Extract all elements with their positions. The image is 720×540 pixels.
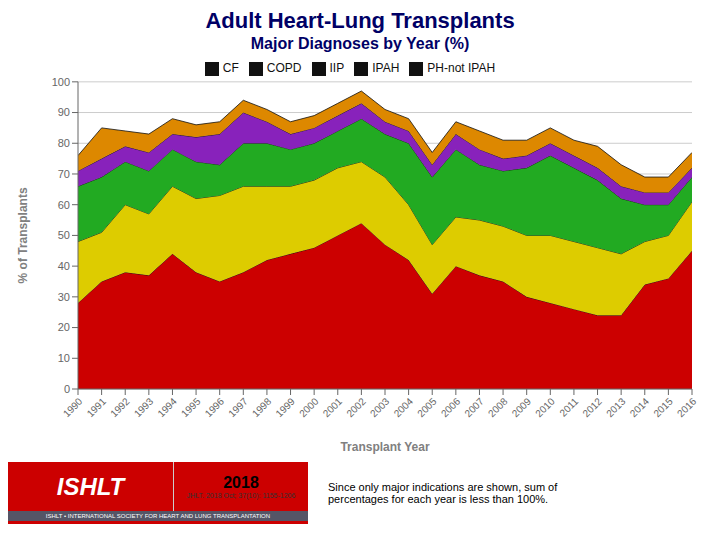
svg-text:1998: 1998 [250, 395, 274, 419]
svg-text:70: 70 [58, 168, 70, 180]
svg-text:2001: 2001 [321, 395, 345, 419]
html-text:IPAH: IPAH [372, 61, 400, 75]
svg-text:30: 30 [58, 291, 70, 303]
svg-text:2016: 2016 [675, 395, 699, 419]
svg-text:2005: 2005 [415, 395, 439, 419]
svg-text:100: 100 [52, 76, 70, 88]
svg-text:1994: 1994 [155, 395, 179, 419]
svg-text:1995: 1995 [179, 395, 203, 419]
svg-text:10: 10 [58, 352, 70, 364]
svg-text:1996: 1996 [203, 395, 227, 419]
html-text:JHLT. 2018 Oct; 37(10): 1155-1: JHLT. 2018 Oct; 37(10): 1155-1206 [186, 492, 296, 499]
svg-text:2009: 2009 [510, 395, 534, 419]
html-text:ISHLT: ISHLT [56, 472, 125, 500]
svg-text:60: 60 [58, 199, 70, 211]
html-text:COPD: COPD [266, 61, 302, 75]
html-text:ISHLT • INTERNATIONAL SOCIETY: ISHLT • INTERNATIONAL SOCIETY FOR HEART … [45, 513, 271, 519]
svg-text:Transplant Year: Transplant Year [340, 440, 429, 454]
svg-text:2000: 2000 [297, 395, 321, 419]
svg-text:1990: 1990 [61, 395, 85, 419]
svg-text:50: 50 [58, 229, 70, 241]
svg-text:40: 40 [58, 260, 70, 272]
html-text:PH-not IPAH: PH-not IPAH [427, 61, 496, 75]
svg-text:20: 20 [58, 321, 70, 333]
svg-text:1992: 1992 [108, 395, 132, 419]
svg-text:2004: 2004 [392, 395, 416, 419]
svg-text:% of Transplants: % of Transplants [16, 187, 30, 283]
svg-text:2011: 2011 [557, 395, 580, 418]
html-text:2018: 2018 [223, 474, 259, 491]
html-text:Since only major indications a: Since only major indications are shown, … [328, 481, 558, 505]
html-text:Adult Heart-Lung Transplants: Adult Heart-Lung Transplants [205, 8, 515, 33]
svg-text:2012: 2012 [580, 395, 604, 419]
svg-text:2003: 2003 [368, 395, 392, 419]
svg-text:2015: 2015 [651, 395, 675, 419]
svg-text:1991: 1991 [85, 395, 109, 419]
svg-text:1997: 1997 [226, 395, 250, 419]
html-text:CF: CF [222, 61, 239, 75]
svg-text:2010: 2010 [533, 395, 557, 419]
svg-text:1993: 1993 [132, 395, 156, 419]
svg-text:2006: 2006 [439, 395, 463, 419]
svg-text:90: 90 [58, 106, 70, 118]
svg-text:0: 0 [64, 383, 70, 395]
svg-text:2008: 2008 [486, 395, 510, 419]
svg-text:2014: 2014 [628, 395, 652, 419]
svg-text:2002: 2002 [344, 395, 368, 419]
html-text:Major Diagnoses by Year (%): Major Diagnoses by Year (%) [250, 35, 470, 52]
svg-text:2007: 2007 [462, 395, 486, 419]
html-text:IIP: IIP [329, 61, 345, 75]
svg-text:80: 80 [58, 137, 70, 149]
svg-text:1999: 1999 [273, 395, 297, 419]
svg-text:2013: 2013 [604, 395, 628, 419]
